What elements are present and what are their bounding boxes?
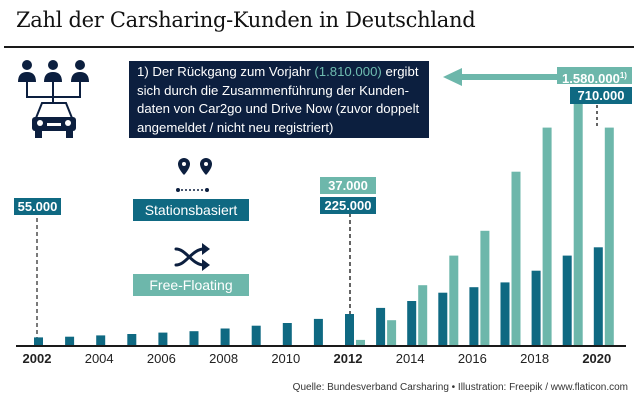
carsharing-people-car-icon	[18, 60, 89, 138]
chart-title: Zahl der Carsharing-Kunden in Deutschlan…	[16, 8, 476, 32]
bar-station-2013	[376, 307, 386, 345]
bar-free-floating-2016	[480, 230, 490, 345]
legend-station: Stationsbasiert	[133, 199, 249, 221]
bar-free-floating-2012	[356, 339, 365, 345]
bar-station-2018	[531, 270, 541, 345]
data-label-2002-station: 55.000	[14, 198, 61, 215]
map-pin-route-icon	[176, 158, 212, 192]
legend-free-floating: Free-Floating	[133, 274, 249, 296]
bar-free-floating-2014	[418, 285, 428, 345]
data-label-2020-free: 1.580.0001)	[557, 67, 632, 86]
shuffle-icon	[174, 243, 210, 271]
bar-station-2014	[407, 301, 417, 345]
bar-free-floating-2013	[387, 320, 397, 345]
bar-free-floating-2018	[542, 127, 552, 345]
x-tick-2008: 2008	[209, 351, 239, 366]
x-tick-2006: 2006	[146, 351, 176, 366]
x-tick-2018: 2018	[520, 351, 550, 366]
bar-station-2007	[189, 331, 199, 345]
bar-station-2005	[127, 334, 137, 345]
data-label-2012-station: 225.000	[320, 197, 376, 214]
x-tick-2012: 2012	[333, 351, 363, 366]
data-label-2012-free: 37.000	[320, 177, 376, 194]
x-tick-2002: 2002	[22, 351, 52, 366]
bar-station-2011	[313, 318, 323, 345]
bar-station-2010	[282, 323, 292, 345]
footnote-arrow	[443, 68, 559, 86]
bar-free-floating-2017	[511, 171, 521, 345]
bars-group	[34, 96, 614, 345]
bar-station-2015	[438, 292, 448, 345]
footnote-box: 1) Der Rückgang zum Vorjahr (1.810.000) …	[129, 61, 429, 138]
data-label-2020-free-value: 1.580.000	[562, 71, 620, 86]
bar-free-floating-2019	[573, 96, 583, 345]
footnote-highlight: (1.810.000)	[314, 64, 382, 79]
bar-station-2002	[34, 337, 43, 345]
bar-station-2016	[469, 287, 479, 345]
bar-station-2017	[500, 282, 510, 345]
bar-station-2003	[65, 336, 75, 345]
data-label-2020-station: 710.000	[570, 87, 632, 104]
bar-station-2004	[96, 335, 106, 345]
x-tick-2020: 2020	[582, 351, 612, 366]
bar-station-2006	[158, 332, 168, 345]
source-credit: Quelle: Bundesverband Carsharing • Illus…	[292, 382, 628, 393]
bar-station-2012	[345, 314, 354, 345]
bar-free-floating-2015	[449, 255, 459, 345]
x-tick-2010: 2010	[271, 351, 301, 366]
x-tick-2004: 2004	[84, 351, 114, 366]
footnote-text-2: ergibt sich durch die Zusammenführung de…	[137, 64, 420, 135]
bar-station-2019	[562, 255, 572, 345]
bar-station-2008	[220, 328, 230, 345]
footnote-text-1: 1) Der Rückgang zum Vorjahr	[137, 64, 315, 79]
title-divider	[4, 46, 634, 48]
footnote-marker: 1)	[619, 71, 627, 80]
x-tick-2016: 2016	[457, 351, 487, 366]
bar-free-floating-2020	[604, 127, 614, 345]
x-tick-2014: 2014	[395, 351, 425, 366]
bar-station-2009	[251, 325, 261, 345]
bar-station-2020	[593, 247, 603, 345]
